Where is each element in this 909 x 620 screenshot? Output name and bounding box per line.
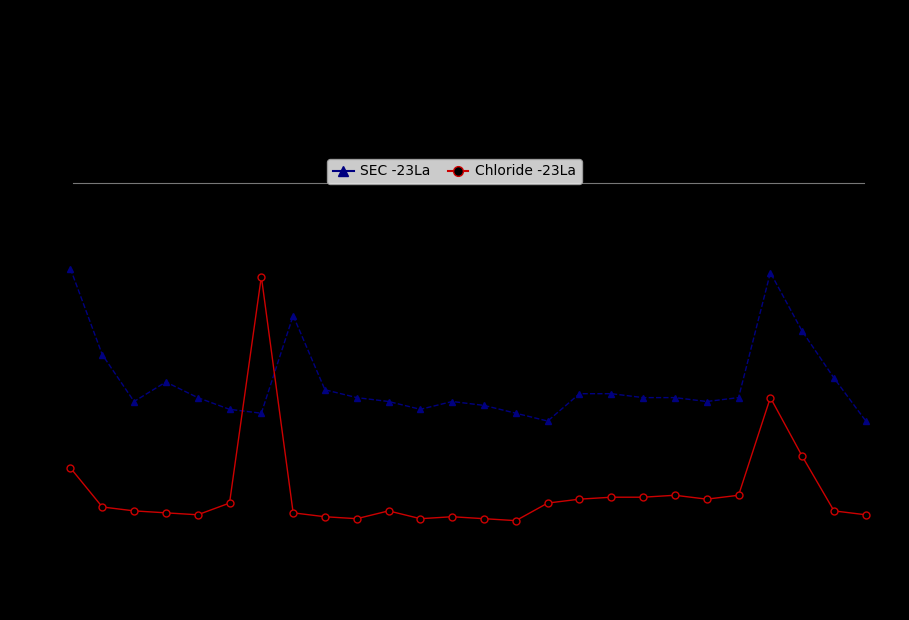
- Legend: SEC -23La, Chloride -23La: SEC -23La, Chloride -23La: [327, 159, 582, 184]
